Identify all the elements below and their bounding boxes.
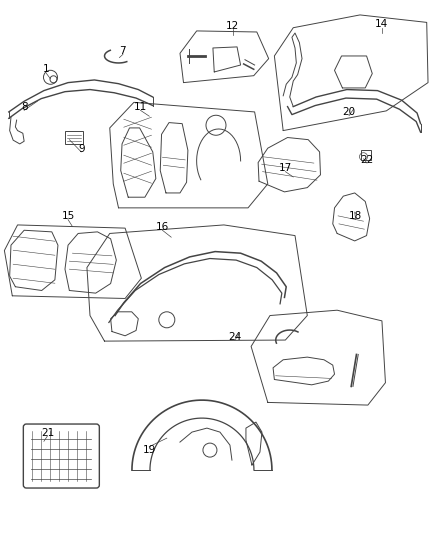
Text: 19: 19 [142, 446, 155, 455]
Text: 8: 8 [21, 102, 28, 111]
Bar [360, 150, 370, 160]
Text: 18: 18 [348, 211, 361, 221]
FancyBboxPatch shape [23, 424, 99, 488]
Text: 1: 1 [42, 64, 49, 74]
Text: 21: 21 [41, 428, 54, 438]
Text: 20: 20 [342, 107, 355, 117]
Text: 14: 14 [374, 19, 388, 29]
Bar [65, 131, 83, 144]
Text: 9: 9 [78, 144, 85, 154]
Text: 12: 12 [226, 21, 239, 30]
Text: 11: 11 [134, 102, 147, 111]
Text: 17: 17 [278, 163, 291, 173]
Text: 7: 7 [119, 46, 126, 55]
Text: 24: 24 [228, 332, 241, 342]
Text: 16: 16 [155, 222, 169, 231]
Text: 15: 15 [61, 211, 74, 221]
Text: 22: 22 [360, 155, 373, 165]
